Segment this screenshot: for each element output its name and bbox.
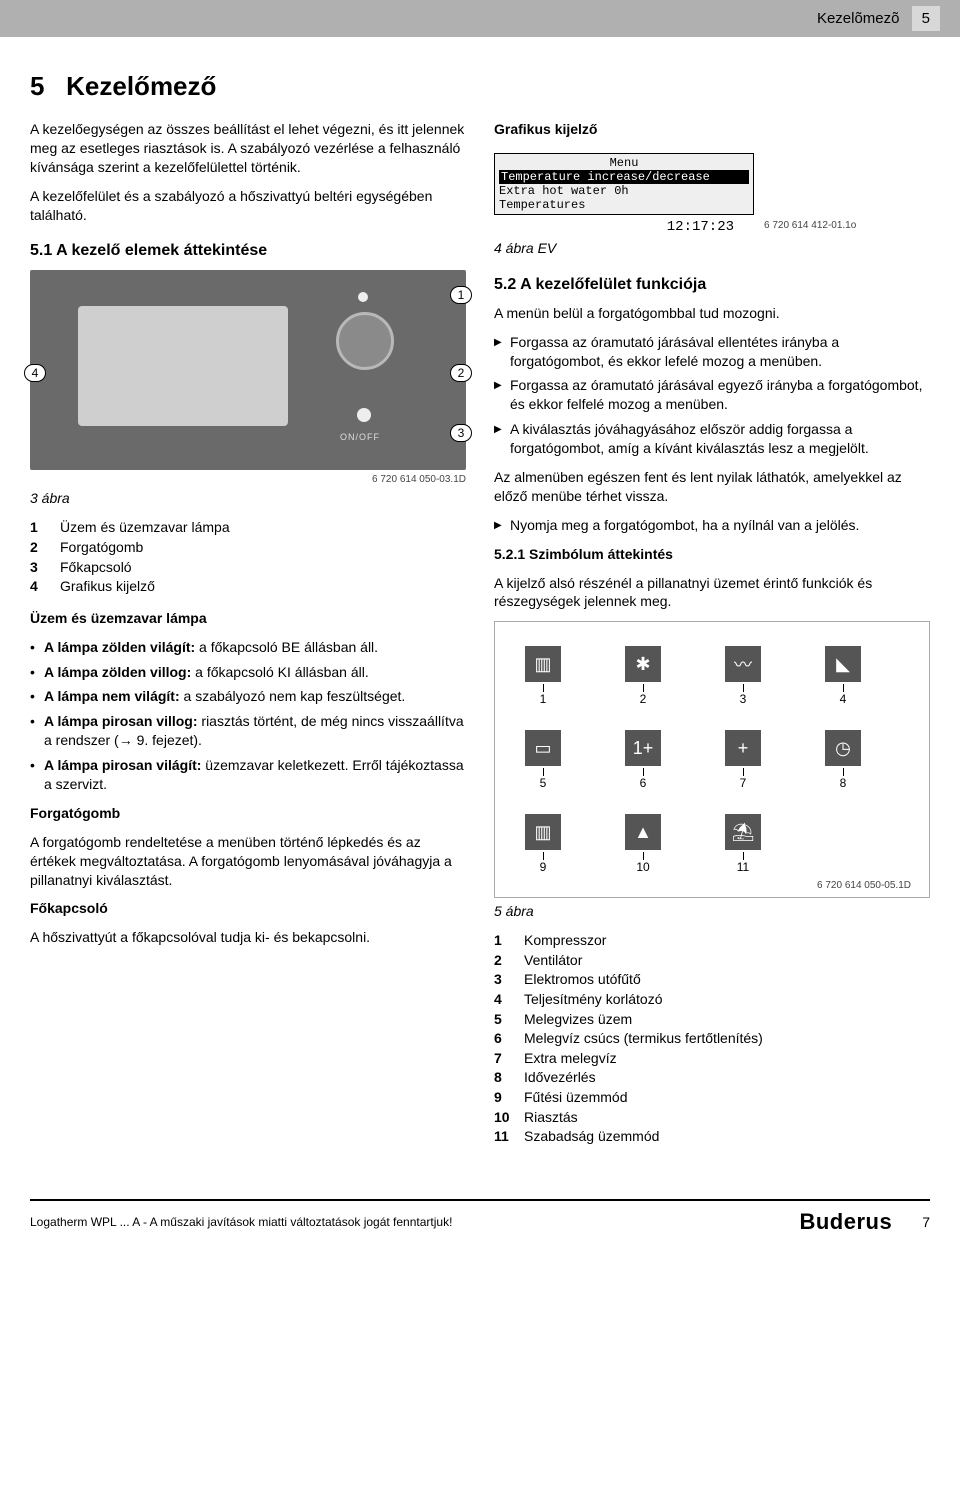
symbol-icon-2: ✱2 xyxy=(613,646,673,706)
fig5-legend-row: 4Teljesítmény korlátozó xyxy=(494,990,930,1010)
fig4-label: 4 ábra EV xyxy=(494,239,930,258)
lcd-line1: Menu xyxy=(499,156,749,170)
fig3-ref: 6 720 614 050-03.1D xyxy=(30,474,466,485)
panel-screen xyxy=(78,306,288,426)
footer-brand: Buderus xyxy=(799,1209,892,1235)
grafkij-heading: Grafikus kijelző xyxy=(494,121,597,137)
sec52-list2: Nyomja meg a forgatógombot, ha a nyílnál… xyxy=(494,516,930,535)
sec521-heading: 5.2.1 Szimbólum áttekintés xyxy=(494,546,673,562)
symbol-icon-5: ▭5 xyxy=(513,730,573,790)
lcd-display: Menu Temperature increase/decrease Extra… xyxy=(494,153,754,215)
lampa-heading: Üzem és üzemzavar lámpa xyxy=(30,610,207,626)
forgat-p: A forgatógomb rendeltetése a menüben tör… xyxy=(30,833,466,890)
fokap-p: A hőszivattyút a főkapcsolóval tudja ki-… xyxy=(30,928,466,947)
panel-switch xyxy=(357,408,371,422)
symbol-icon-1: ▥1 xyxy=(513,646,573,706)
fig3-label: 3 ábra xyxy=(30,489,466,508)
fig5-legend-row: 11Szabadság üzemmód xyxy=(494,1127,930,1147)
callout-4: 4 xyxy=(24,364,46,382)
header-page: 5 xyxy=(912,6,940,31)
fig5-legend-row: 9Fűtési üzemmód xyxy=(494,1088,930,1108)
callout-3: 3 xyxy=(450,424,472,442)
fig5-legend-row: 1Kompresszor xyxy=(494,931,930,951)
fig5-legend-row: 3Elektromos utófűtő xyxy=(494,970,930,990)
fig5-label: 5 ábra xyxy=(494,902,930,921)
fig5-legend-row: 8Idővezérlés xyxy=(494,1068,930,1088)
section-num: 5 xyxy=(30,71,44,101)
sec51-heading: 5.1 A kezelő elemek áttekintése xyxy=(30,242,466,260)
lcd-line2: Temperature increase/decrease xyxy=(499,170,749,184)
fig5-legend: 1Kompresszor2Ventilátor3Elektromos utófű… xyxy=(494,931,930,1147)
panel-led xyxy=(358,292,368,302)
lcd-ref: 6 720 614 412-01.1o xyxy=(764,220,856,235)
lcd-line4: Temperatures xyxy=(499,198,749,212)
callout-1: 1 xyxy=(450,286,472,304)
onoff-label: ON/OFF xyxy=(340,432,380,442)
forgat-heading: Forgatógomb xyxy=(30,805,120,821)
control-panel-illustration: ON/OFF xyxy=(30,270,466,470)
panel-dial xyxy=(336,312,394,370)
fig5-legend-row: 5Melegvizes üzem xyxy=(494,1010,930,1030)
symbol-icon-7: +7 xyxy=(713,730,773,790)
sec521-p: A kijelző alsó részénél a pillanatnyi üz… xyxy=(494,574,930,612)
footer-left: Logatherm WPL ... A - A műszaki javításo… xyxy=(30,1215,452,1229)
footer: Logatherm WPL ... A - A műszaki javításo… xyxy=(30,1199,930,1251)
icon-panel: ▥1 ✱2 〰3 ◣4 ▭5 1+6 +7 ◷8 ▥9 ▲10 ⛱11 6 720 614 050-… xyxy=(494,621,930,898)
sec52-heading: 5.2 A kezelőfelület funkciója xyxy=(494,276,930,294)
callout-2: 2 xyxy=(450,364,472,382)
lcd-time: 12:17:23 xyxy=(524,219,754,235)
section-title: 5 Kezelőmező xyxy=(30,71,930,102)
sec52-p1: A menün belül a forgatógombbal tud mozog… xyxy=(494,304,930,323)
sec52-p2: Az almenüben egészen fent és lent nyilak… xyxy=(494,468,930,506)
lcd-line3: Extra hot water 0h xyxy=(499,184,749,198)
left-column: A kezelőegységen az összes beállítást el… xyxy=(30,120,466,1159)
symbol-icon-11: ⛱11 xyxy=(713,814,773,874)
fig3-legend: 1Üzem és üzemzavar lámpa 2Forgatógomb 3F… xyxy=(30,518,466,596)
symbol-icon-6: 1+6 xyxy=(613,730,673,790)
fig5-legend-row: 10Riasztás xyxy=(494,1108,930,1128)
header-title: Kezelõmezõ xyxy=(817,10,900,27)
symbol-icon-10: ▲10 xyxy=(613,814,673,874)
section-name: Kezelőmező xyxy=(66,71,216,101)
right-column: Grafikus kijelző Menu Temperature increa… xyxy=(494,120,930,1159)
icon-grid: ▥1 ✱2 〰3 ◣4 ▭5 1+6 +7 ◷8 ▥9 ▲10 ⛱11 xyxy=(513,646,911,874)
symbol-icon-4: ◣4 xyxy=(813,646,873,706)
lampa-list: A lámpa zölden világít: a főkapcsoló BE … xyxy=(30,638,466,794)
intro-p1: A kezelőegységen az összes beállítást el… xyxy=(30,120,466,177)
fig5-legend-row: 2Ventilátor xyxy=(494,951,930,971)
sec52-list: Forgassa az óramutató járásával ellentét… xyxy=(494,333,930,458)
fokap-heading: Főkapcsoló xyxy=(30,900,108,916)
fig5-legend-row: 7Extra melegvíz xyxy=(494,1049,930,1069)
symbol-icon-8: ◷8 xyxy=(813,730,873,790)
fig5-ref: 6 720 614 050-05.1D xyxy=(513,880,911,891)
fig5-legend-row: 6Melegvíz csúcs (termikus fertőtlenítés) xyxy=(494,1029,930,1049)
symbol-icon-9: ▥9 xyxy=(513,814,573,874)
symbol-icon-3: 〰3 xyxy=(713,646,773,706)
intro-p2: A kezelőfelület és a szabályozó a hősziv… xyxy=(30,187,466,225)
footer-page: 7 xyxy=(922,1214,930,1230)
header-bar: Kezelõmezõ 5 xyxy=(0,0,960,37)
